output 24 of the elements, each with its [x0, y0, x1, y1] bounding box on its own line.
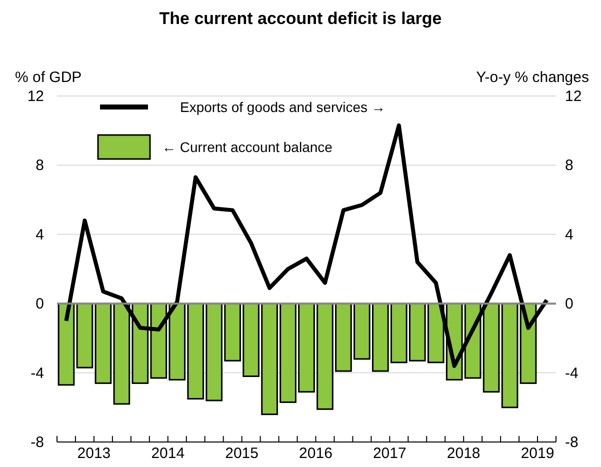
- y-tick-label: 0: [36, 296, 44, 313]
- y2-tick-label: 12: [565, 88, 582, 105]
- y2-tick-label: 8: [565, 157, 574, 174]
- y-tick-label: -4: [30, 364, 44, 382]
- legend-label: ← Current account balance: [162, 139, 333, 155]
- y-tick-label: 4: [36, 226, 44, 244]
- y-tick-label: 8: [36, 157, 44, 174]
- x-tick-label: 2013: [77, 445, 111, 462]
- x-tick-label: 2015: [225, 445, 258, 462]
- legend-label: Exports of goods and services →: [180, 99, 386, 115]
- x-tick-label: 2018: [446, 445, 480, 462]
- chart-title: The current account deficit is large: [159, 9, 442, 28]
- y-tick-label: 12: [27, 88, 44, 105]
- y-tick-label: -8: [30, 434, 44, 451]
- x-tick-label: 2014: [151, 445, 185, 462]
- y2-axis-title: Y-o-y % changes: [476, 69, 589, 86]
- y2-tick-label: 4: [565, 226, 574, 244]
- x-tick-label: 2017: [372, 445, 406, 462]
- y2-tick-label: -4: [565, 364, 578, 382]
- x-tick-label: 2016: [299, 445, 332, 462]
- y2-tick-label: 0: [565, 296, 574, 313]
- x-tick-label: 2019: [520, 445, 554, 462]
- y2-tick-label: -8: [565, 434, 578, 451]
- y-axis-title: % of GDP: [15, 69, 82, 86]
